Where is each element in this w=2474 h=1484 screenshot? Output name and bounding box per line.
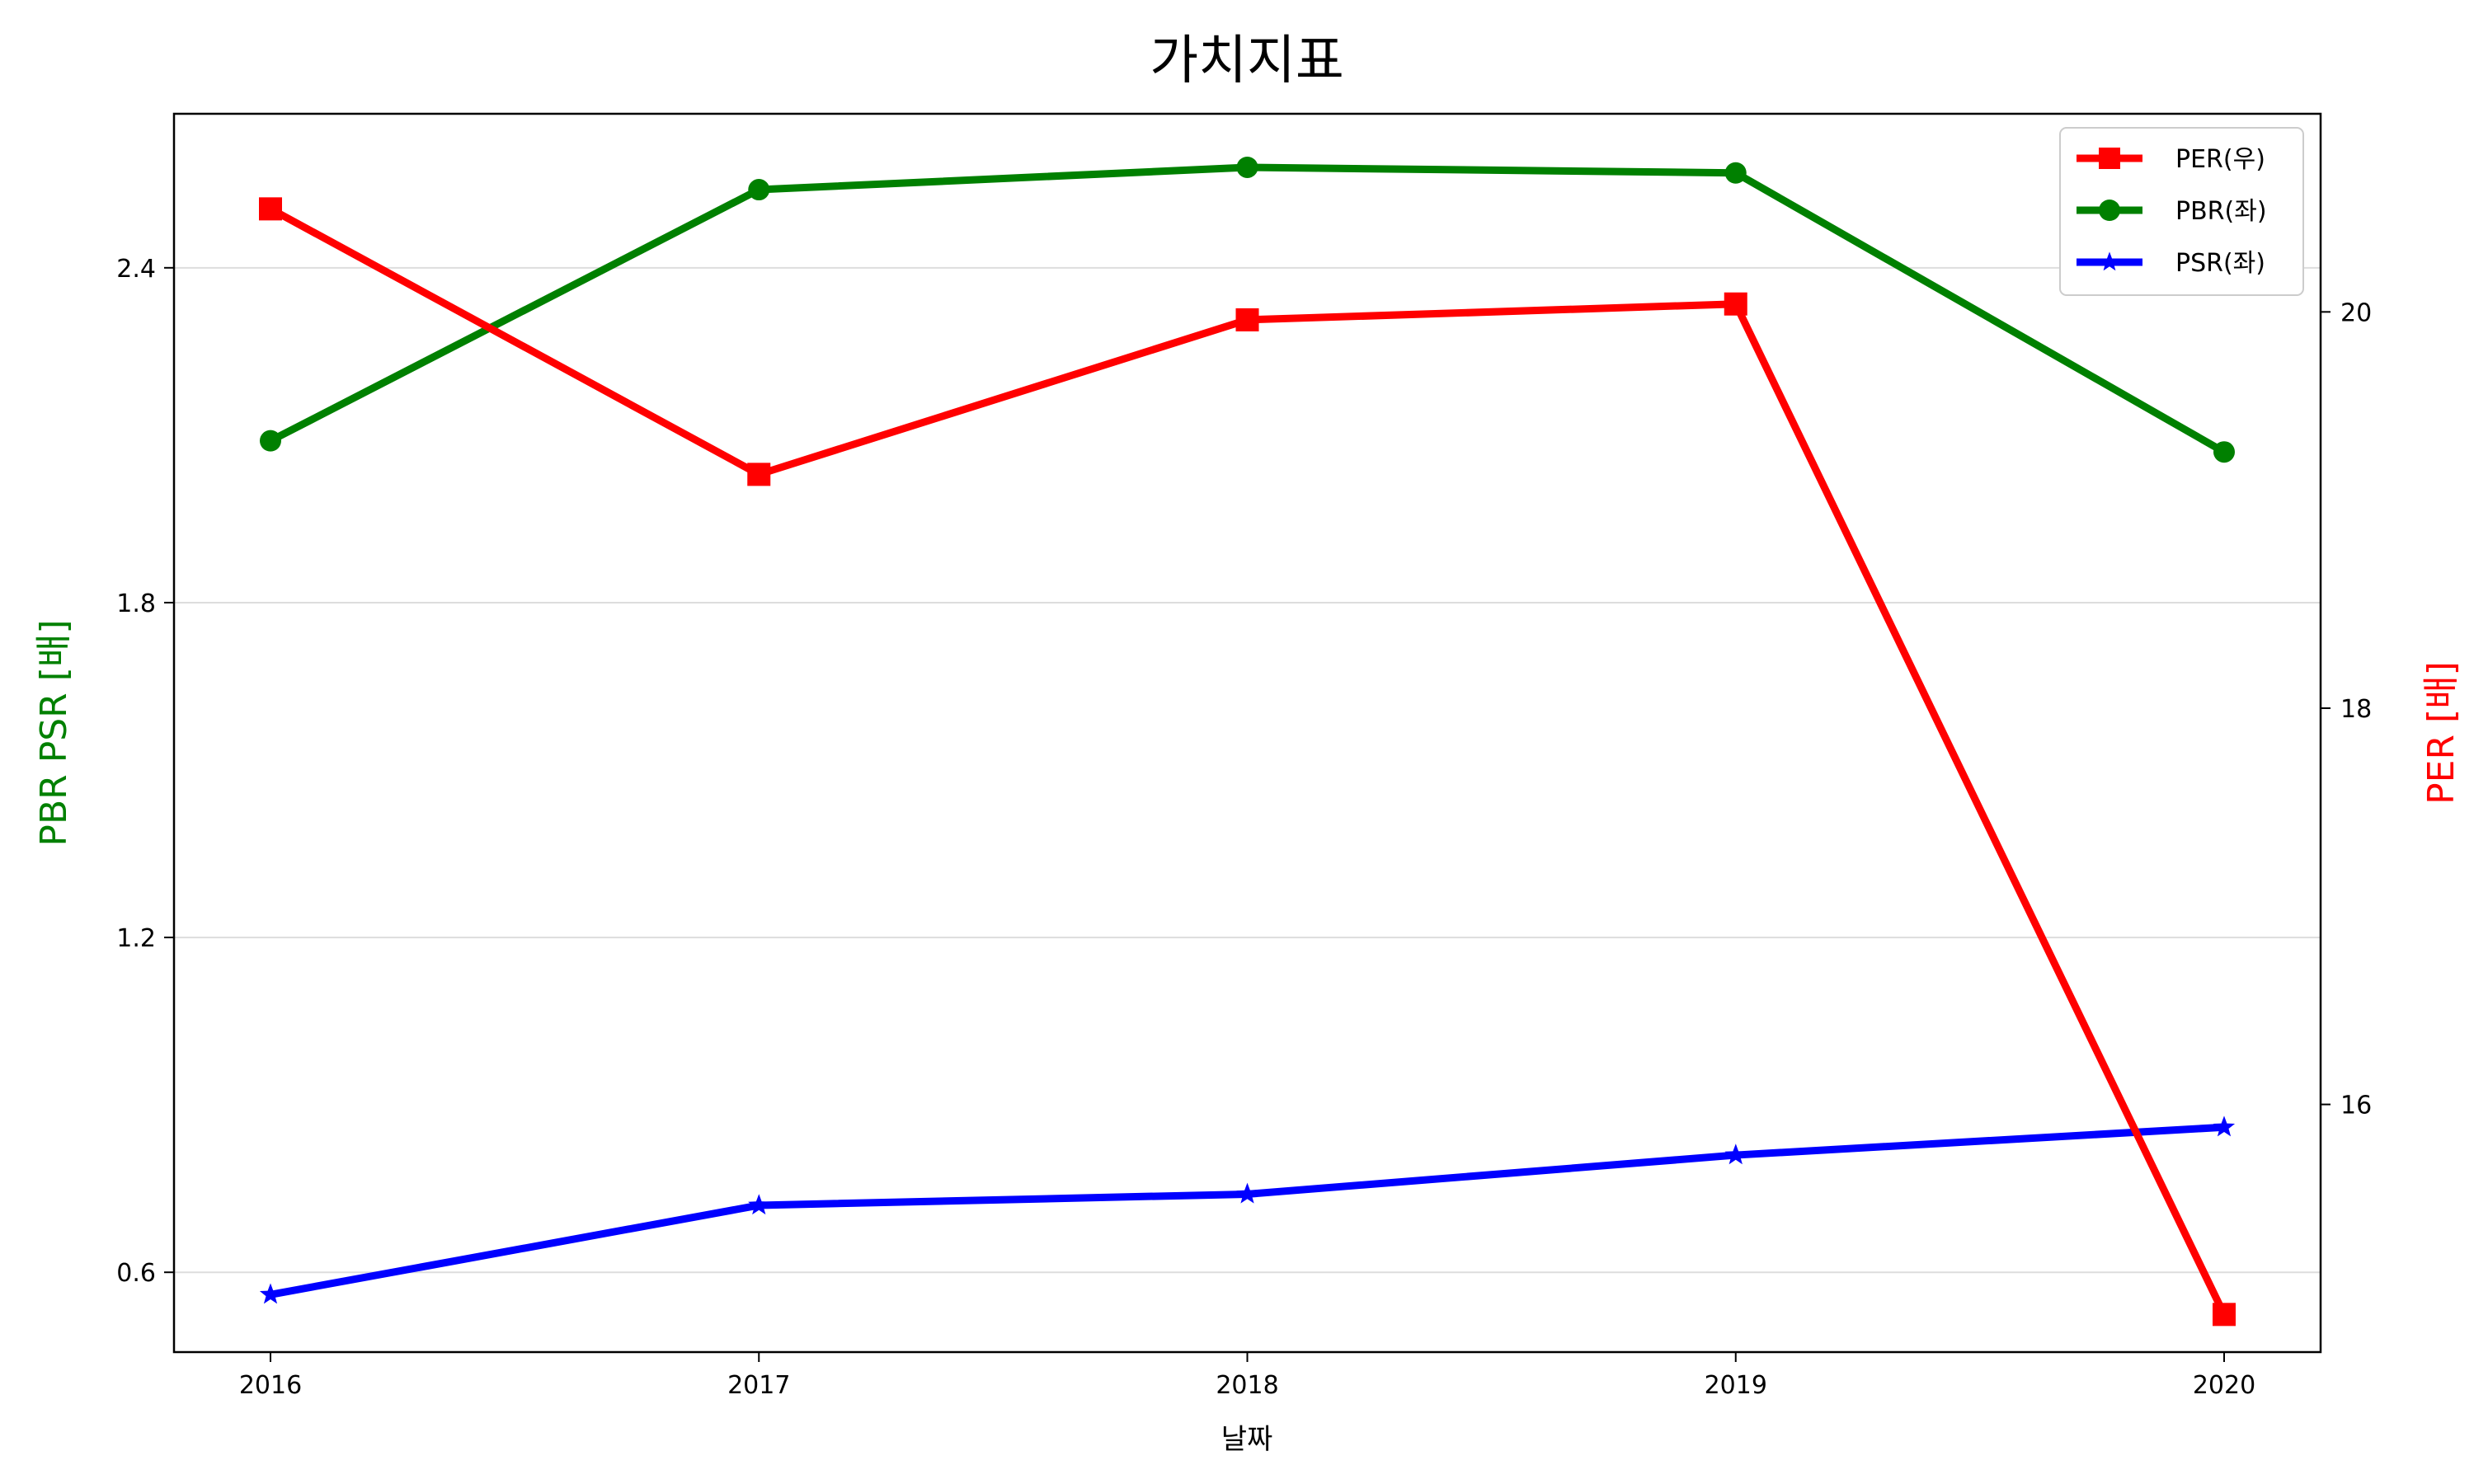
chart-title: 가치지표 [1150, 31, 1344, 92]
data-point [1236, 156, 1258, 178]
legend-item: PSR(좌) [2077, 249, 2265, 278]
legend-item: PER(우) [2077, 145, 2265, 174]
legend-item: PBR(좌) [2077, 197, 2267, 226]
y-axis-right-label: PER [배] [2420, 661, 2462, 805]
data-point [2213, 1303, 2236, 1327]
x-tick-label: 2019 [1705, 1371, 1767, 1400]
data-point [1235, 308, 1259, 331]
y-axis-left: 0.6 1.2 1.8 2.4 [116, 255, 174, 1288]
y-right-tick-label: 18 [2340, 695, 2372, 724]
y-left-tick-label: 2.4 [116, 255, 156, 284]
data-point [1724, 292, 1747, 316]
data-point [260, 430, 281, 452]
y-right-tick-label: 16 [2340, 1092, 2372, 1120]
y-left-tick-label: 0.6 [116, 1259, 156, 1288]
x-tick-label: 2016 [239, 1371, 302, 1400]
series-PSR(좌) [259, 1115, 2236, 1304]
data-point [748, 1194, 770, 1215]
series-layer [259, 156, 2236, 1327]
legend-box [2059, 127, 2304, 296]
y-axis-left-label: PBR PSR [배] [33, 619, 75, 846]
legend-marker [2099, 148, 2120, 169]
y-right-tick-label: 20 [2340, 298, 2372, 327]
legend-label: PER(우) [2175, 145, 2265, 174]
legend-marker [2100, 251, 2119, 271]
x-tick-label: 2018 [1216, 1371, 1278, 1400]
legend-marker [2099, 200, 2120, 221]
legend-label: PSR(좌) [2175, 249, 2265, 278]
grid-lines [174, 266, 2321, 1274]
legend-label: PBR(좌) [2175, 197, 2267, 226]
data-point [2213, 1115, 2236, 1137]
x-tick-label: 2020 [2193, 1371, 2255, 1400]
series-PBR(좌) [260, 156, 2235, 463]
data-point [1724, 162, 1747, 184]
data-point [1724, 1144, 1747, 1165]
x-tick-label: 2017 [727, 1371, 790, 1400]
y-left-tick-label: 1.2 [116, 924, 156, 953]
data-point [259, 197, 282, 221]
data-point [747, 463, 771, 486]
legend: PER(우) PBR(좌) PSR(좌) [2059, 127, 2304, 296]
y-axis-right: 16 18 20 [2321, 298, 2372, 1120]
data-point [748, 179, 770, 201]
x-axis: 2016 2017 2018 2019 2020 [239, 1352, 2255, 1400]
data-point [1236, 1182, 1258, 1204]
y-left-tick-label: 1.8 [116, 589, 156, 618]
data-point [259, 1283, 282, 1304]
x-axis-label: 날짜 [1221, 1423, 1273, 1456]
data-point [2213, 441, 2235, 463]
series-PER(우) [259, 197, 2236, 1327]
